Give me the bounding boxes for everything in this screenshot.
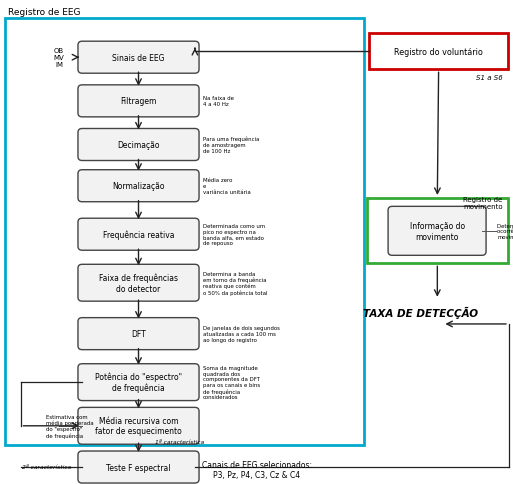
Bar (5, 19, 364, 445)
Text: S1 a S6: S1 a S6 (476, 75, 503, 80)
Text: Determina a
ocorrência do
movimento: Determina a ocorrência do movimento (497, 223, 513, 240)
FancyBboxPatch shape (78, 265, 199, 302)
FancyBboxPatch shape (78, 219, 199, 251)
Text: Teste F espectral: Teste F espectral (106, 463, 171, 471)
Text: Registro do voluntário: Registro do voluntário (394, 47, 483, 57)
Text: De janelas de dois segundos
atualizadas a cada 100 ms
ao longo do registro: De janelas de dois segundos atualizadas … (203, 326, 280, 342)
Text: Frequência reativa: Frequência reativa (103, 230, 174, 240)
Text: Filtragem: Filtragem (121, 97, 156, 106)
FancyBboxPatch shape (78, 451, 199, 483)
Text: DFT: DFT (131, 330, 146, 338)
Text: OB
MV
IM: OB MV IM (54, 48, 64, 68)
Text: Potência do "espectro"
de frequência: Potência do "espectro" de frequência (95, 372, 182, 393)
FancyBboxPatch shape (78, 318, 199, 350)
Text: Soma da magnitude
quadrada dos
componentes da DFT
para os canais e bins
de frequ: Soma da magnitude quadrada dos component… (203, 365, 260, 400)
Bar (367, 198, 508, 264)
Text: Média zero
e
variância unitária: Média zero e variância unitária (203, 178, 250, 195)
Text: Sinais de EEG: Sinais de EEG (112, 54, 165, 62)
FancyBboxPatch shape (78, 364, 199, 401)
Text: Registro de EEG: Registro de EEG (8, 8, 80, 17)
Text: Informação do
movimento: Informação do movimento (409, 222, 465, 241)
Text: Determina a banda
em torno da frequência
reativa que contém
o 50% da potência to: Determina a banda em torno da frequência… (203, 271, 267, 295)
FancyBboxPatch shape (78, 408, 199, 444)
Text: Faixa de frequências
do detector: Faixa de frequências do detector (99, 273, 178, 293)
Text: Na faixa de
4 a 40 Hz: Na faixa de 4 a 40 Hz (203, 96, 233, 107)
Text: Decimação: Decimação (117, 141, 160, 150)
FancyBboxPatch shape (78, 129, 199, 161)
Text: Estimativa com
média ponderada
do "espectro"
de frequência: Estimativa com média ponderada do "espec… (46, 414, 94, 438)
Bar (369, 34, 508, 70)
FancyBboxPatch shape (388, 207, 486, 256)
FancyBboxPatch shape (78, 86, 199, 118)
Text: Normalização: Normalização (112, 182, 165, 191)
Text: 2ª característica: 2ª característica (22, 464, 71, 469)
Text: TAXA DE DETECÇÃO: TAXA DE DETECÇÃO (363, 306, 478, 318)
Text: Média recursiva com
fator de esquecimento: Média recursiva com fator de esqueciment… (95, 416, 182, 436)
Text: 1ª característica: 1ª característica (155, 439, 204, 444)
FancyBboxPatch shape (78, 42, 199, 74)
Text: Canais de EEG selecionados:
P3, Pz, P4, C3, Cz & C4: Canais de EEG selecionados: P3, Pz, P4, … (202, 460, 311, 479)
FancyBboxPatch shape (78, 170, 199, 202)
Text: Registro de
movimento: Registro de movimento (463, 197, 503, 210)
Text: Para uma frequência
de amostragem
de 100 Hz: Para uma frequência de amostragem de 100… (203, 136, 259, 154)
Text: Determinada como um
pico no espectro na
banda alfa, em estado
de repouso: Determinada como um pico no espectro na … (203, 224, 265, 246)
